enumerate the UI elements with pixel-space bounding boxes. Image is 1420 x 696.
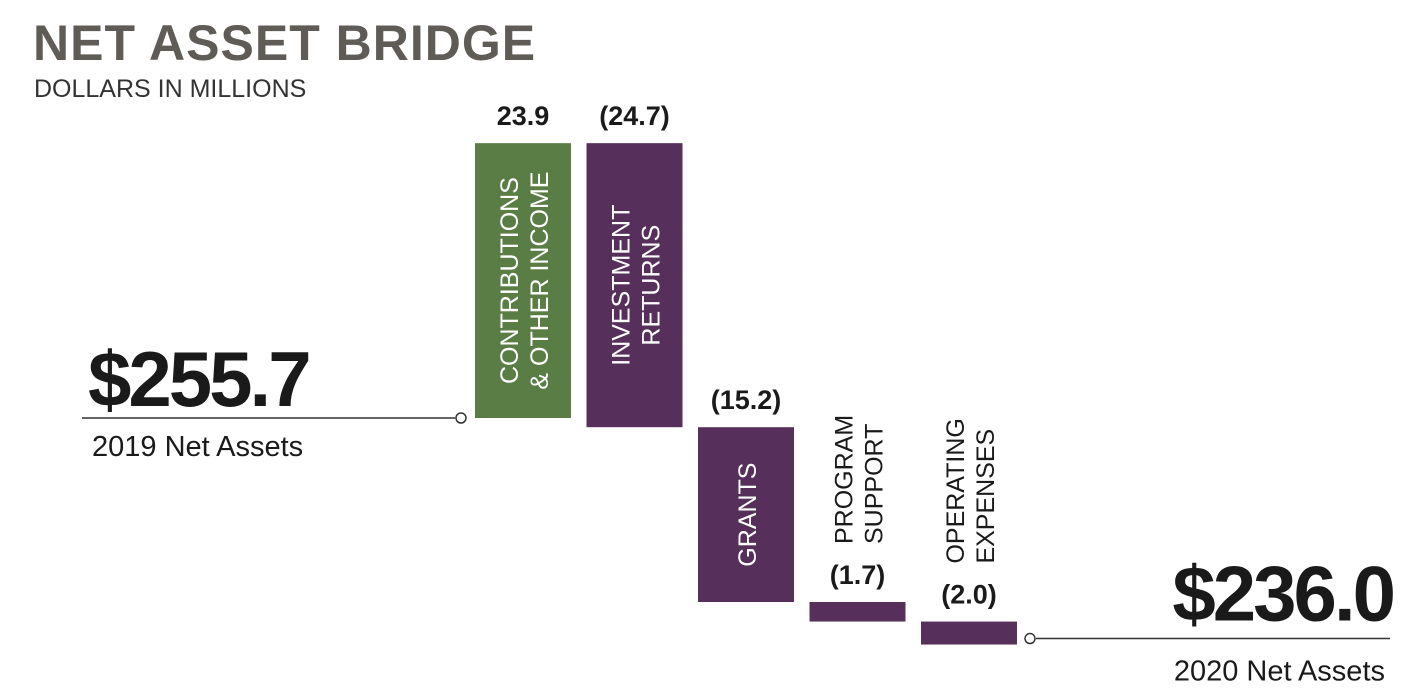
- end-label: 2020 Net Assets: [1174, 656, 1385, 688]
- chart-title: NET ASSET BRIDGE: [33, 15, 536, 71]
- category-label: RETURNS: [638, 225, 666, 346]
- category-label: EXPENSES: [972, 429, 1000, 564]
- end-dot: [1024, 632, 1036, 645]
- category-label: OPERATING: [942, 418, 970, 563]
- category-label: GRANTS: [734, 463, 762, 567]
- bar: [586, 143, 683, 428]
- category-label: SUPPORT: [861, 424, 889, 544]
- category-label: INVESTMENT: [608, 205, 636, 366]
- bar: [809, 602, 906, 622]
- value-label: 23.9: [497, 101, 550, 131]
- bar: [475, 143, 571, 418]
- value-label: (1.7): [830, 560, 886, 590]
- end-value: $236.0: [1172, 550, 1393, 638]
- start-dot: [455, 412, 467, 424]
- bar: [921, 621, 1017, 645]
- chart-subtitle: DOLLARS IN MILLIONS: [34, 75, 306, 103]
- start-value: $255.7: [88, 335, 309, 423]
- value-label: (15.2): [711, 385, 782, 415]
- value-label: (24.7): [599, 101, 670, 131]
- value-label: (2.0): [941, 580, 997, 610]
- bar: [698, 427, 794, 602]
- category-label: PROGRAM: [831, 415, 859, 544]
- category-label: CONTRIBUTIONS: [496, 177, 524, 384]
- start-label: 2019 Net Assets: [92, 431, 303, 463]
- category-label: & OTHER INCOME: [526, 172, 554, 390]
